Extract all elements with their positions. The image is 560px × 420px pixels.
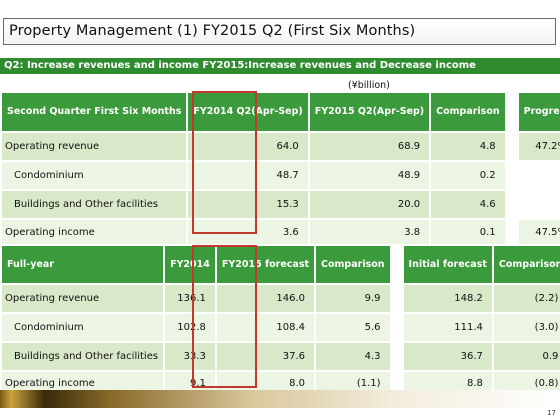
fy2014-value: 102.8 bbox=[165, 314, 215, 341]
table1-header-progress: Progress bbox=[518, 93, 560, 131]
fy2014-value: 64.0 bbox=[188, 133, 308, 160]
spacer bbox=[391, 343, 402, 370]
progress-value: 47.5% bbox=[518, 220, 560, 244]
row-label: Operating revenue bbox=[2, 285, 164, 312]
row-label: Buildings and Other facilities bbox=[2, 343, 164, 370]
fy2014-value: 33.3 bbox=[165, 343, 215, 370]
table1-header-comparison: Comparison bbox=[431, 93, 505, 131]
fy2015-q2-highlight bbox=[192, 91, 257, 234]
table2-row: Operating revenue 136.1 146.0 9.9 148.2 (2.2) bbox=[2, 285, 560, 312]
fy2015-forecast-value: 108.4 bbox=[216, 314, 315, 341]
progress-value bbox=[518, 162, 560, 189]
row-label: Operating revenue bbox=[2, 133, 187, 160]
comparison-value: 0.1 bbox=[431, 220, 505, 244]
row-label: Operating income bbox=[2, 220, 187, 244]
fy2015-forecast-value: 8.0 bbox=[216, 372, 315, 395]
table2-header-comparison2: Comparison bbox=[493, 246, 560, 283]
subtitle-banner: Q2: Increase revenues and income FY2015:… bbox=[0, 58, 560, 74]
spacer bbox=[506, 162, 517, 189]
fy2014-value: 15.3 bbox=[188, 191, 308, 218]
comparison-value: 4.3 bbox=[316, 343, 390, 370]
page-number: 17 bbox=[547, 409, 556, 417]
comparison-value: 9.9 bbox=[316, 285, 390, 312]
comparison2-value: (2.2) bbox=[493, 285, 560, 312]
spacer bbox=[391, 314, 402, 341]
spacer bbox=[391, 372, 402, 395]
progress-value bbox=[518, 191, 560, 218]
initial-forecast-value: 111.4 bbox=[403, 314, 492, 341]
unit-label: (¥billion) bbox=[348, 80, 390, 91]
spacer bbox=[506, 133, 517, 160]
fy2014-value: 136.1 bbox=[165, 285, 215, 312]
comparison-value: 0.2 bbox=[431, 162, 505, 189]
table1-header-fy2014: FY2014 Q2(Apr-Sep) bbox=[188, 93, 308, 131]
row-label: Operating income bbox=[2, 372, 164, 395]
comparison2-value: (0.8) bbox=[493, 372, 560, 395]
table2-header-fy2014: FY2014 bbox=[165, 246, 215, 283]
table1-header-label: Second Quarter First Six Months bbox=[2, 93, 187, 131]
fy2015-value: 48.9 bbox=[309, 162, 430, 189]
comparison-value: 4.8 bbox=[431, 133, 505, 160]
fy2015-forecast-highlight bbox=[192, 245, 257, 388]
table2-row: Buildings and Other facilities 33.3 37.6 4.… bbox=[2, 343, 560, 370]
row-label: Condominium bbox=[2, 162, 187, 189]
fy2014-value: 9.1 bbox=[165, 372, 215, 395]
row-label: Condominium bbox=[2, 314, 164, 341]
footer-bar bbox=[0, 390, 560, 408]
initial-forecast-value: 36.7 bbox=[403, 343, 492, 370]
spacer bbox=[506, 220, 517, 244]
fy2014-value: 48.7 bbox=[188, 162, 308, 189]
fy2015-forecast-value: 146.0 bbox=[216, 285, 315, 312]
table2-header-label: Full-year bbox=[2, 246, 164, 283]
second-quarter-table: Second Quarter First Six Months FY2014 Q… bbox=[0, 91, 560, 246]
comparison-value: 5.6 bbox=[316, 314, 390, 341]
table1-row: Condominium 48.7 48.9 0.2 bbox=[2, 162, 560, 189]
fy2015-value: 20.0 bbox=[309, 191, 430, 218]
fy2015-forecast-value: 37.6 bbox=[216, 343, 315, 370]
comparison2-value: 0.9 bbox=[493, 343, 560, 370]
fy2015-value: 3.8 bbox=[309, 220, 430, 244]
comparison2-value: (3.0) bbox=[493, 314, 560, 341]
spacer bbox=[391, 285, 402, 312]
table2-row: Operating income 9.1 8.0 (1.1) 8.8 (0.8) bbox=[2, 372, 560, 395]
full-year-table: Full-year FY2014 FY2015 forecast Compari… bbox=[0, 244, 560, 397]
table2-row: Condominium 102.8 108.4 5.6 111.4 (3.0) bbox=[2, 314, 560, 341]
table2-header-fy2015: FY2015 forecast bbox=[216, 246, 315, 283]
row-label: Buildings and Other facilities bbox=[2, 191, 187, 218]
comparison-value: 4.6 bbox=[431, 191, 505, 218]
progress-value: 47.2% bbox=[518, 133, 560, 160]
table1-header-fy2015: FY2015 Q2(Apr-Sep) bbox=[309, 93, 430, 131]
initial-forecast-value: 148.2 bbox=[403, 285, 492, 312]
table2-header-comparison: Comparison bbox=[316, 246, 390, 283]
table2-header-initial: Initial forecast bbox=[403, 246, 492, 283]
table1-row: Buildings and Other facilities 15.3 20.0 4.… bbox=[2, 191, 560, 218]
page-title: Property Management (1) FY2015 Q2 (First… bbox=[3, 18, 556, 45]
spacer bbox=[506, 191, 517, 218]
initial-forecast-value: 8.8 bbox=[403, 372, 492, 395]
comparison-value: (1.1) bbox=[316, 372, 390, 395]
fy2015-value: 68.9 bbox=[309, 133, 430, 160]
